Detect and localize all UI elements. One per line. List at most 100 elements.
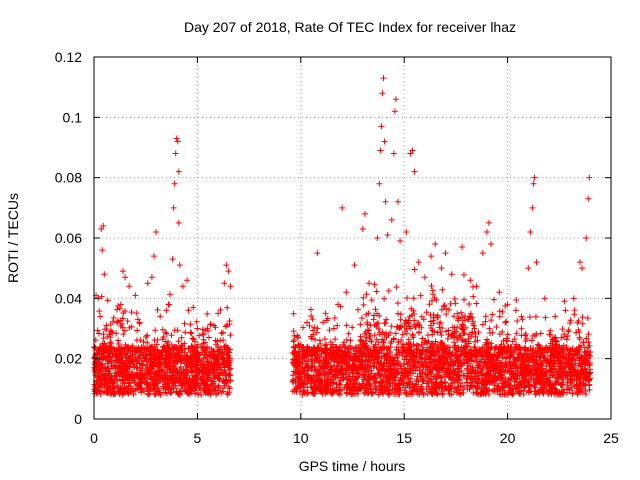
data-point [397,316,404,323]
data-point [104,374,111,381]
data-point [563,372,570,379]
data-point [114,319,121,326]
data-point [390,150,397,157]
data-point [538,380,545,387]
data-point [330,325,337,332]
data-point [402,353,409,360]
data-point [153,341,160,348]
data-point [429,379,436,386]
data-point [163,307,170,314]
data-point [202,384,209,391]
data-point [542,358,549,365]
data-point [470,322,477,329]
data-point [549,369,556,376]
data-point [184,375,191,382]
data-point [172,358,179,365]
data-point [227,372,234,379]
data-point [107,340,114,347]
data-point [518,364,525,371]
data-point [95,364,102,371]
data-point [499,390,506,397]
data-point [474,384,481,391]
data-point [185,381,192,388]
data-point [513,379,520,386]
data-point [498,341,505,348]
data-point [323,387,330,394]
data-point [95,358,102,365]
data-point [552,342,559,349]
data-point [113,330,120,337]
data-point [327,350,334,357]
data-point [532,313,539,320]
data-point [496,331,503,338]
data-point [335,359,342,366]
data-point [425,375,432,382]
data-point [353,344,360,351]
data-point [307,349,314,356]
data-point [471,325,478,332]
data-point [429,287,436,294]
data-point [205,367,212,374]
data-point [411,266,418,273]
data-point [460,337,467,344]
data-point [325,353,332,360]
data-point [440,303,447,310]
data-point [394,310,401,317]
data-point [458,351,465,358]
data-point [416,370,423,377]
data-point [163,390,170,397]
data-point [411,321,418,328]
data-point [511,354,518,361]
data-point [426,348,433,355]
data-point [133,359,140,366]
data-point [438,265,445,272]
data-point [145,384,152,391]
y-tick-label: 0 [74,411,82,427]
data-point [332,354,339,361]
x-tick-label: 10 [293,430,309,446]
y-tick-label: 0.02 [55,351,82,367]
data-point [414,364,421,371]
data-point [200,336,207,343]
data-point [542,345,549,352]
data-point [140,372,147,379]
data-point [335,390,342,397]
data-point [97,345,104,352]
data-point [437,319,444,326]
data-point [336,391,343,398]
data-point [385,368,392,375]
data-point [454,386,461,393]
data-point [507,382,514,389]
data-point [587,353,594,360]
data-point [545,378,552,385]
data-point [106,331,113,338]
data-point [331,357,338,364]
axis-ticks [93,56,612,420]
data-point [343,289,350,296]
data-point [404,294,411,301]
data-point [145,390,152,397]
data-point [380,75,387,82]
data-point [368,390,375,397]
data-point [558,380,565,387]
data-point [526,363,533,370]
data-point [419,374,426,381]
data-point [367,346,374,353]
data-point [157,313,164,320]
data-point [514,343,521,350]
data-point [565,358,572,365]
data-point [166,301,173,308]
data-point [164,375,171,382]
data-point [169,379,176,386]
data-point [454,377,461,384]
data-point [382,353,389,360]
data-point [93,378,100,385]
data-point [378,355,385,362]
data-point [464,365,471,372]
data-point [407,150,414,157]
data-point [221,357,228,364]
data-point [204,310,211,317]
data-point [319,388,326,395]
data-point [192,354,199,361]
data-point [431,357,438,364]
